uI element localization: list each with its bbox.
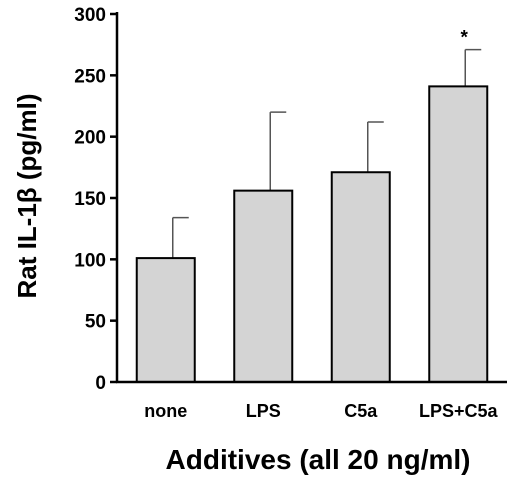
y-tick-label: 50 bbox=[85, 312, 106, 333]
y-tick-label: 250 bbox=[74, 66, 106, 87]
x-axis-title: Additives (all 20 ng/ml) bbox=[166, 444, 471, 475]
y-tick-label: 100 bbox=[74, 250, 106, 271]
significance-marker: * bbox=[461, 28, 469, 49]
x-tick-label: none bbox=[144, 401, 187, 421]
bar-lps bbox=[233, 189, 294, 383]
y-tick-label: 300 bbox=[74, 5, 106, 26]
y-tick-label: 0 bbox=[95, 373, 106, 394]
x-tick-label: LPS+C5a bbox=[419, 401, 499, 421]
y-tick-label: 150 bbox=[74, 189, 106, 210]
bar-c5a bbox=[330, 171, 391, 383]
bars: * bbox=[135, 28, 489, 384]
x-axis-category-labels: none LPS C5a LPS+C5a bbox=[144, 401, 498, 421]
y-axis-ticks: 0 50 100 150 200 250 300 bbox=[74, 5, 117, 394]
x-tick-label: C5a bbox=[344, 401, 378, 421]
y-axis-title: Rat IL-1β (pg/ml) bbox=[12, 93, 42, 298]
bar-none bbox=[135, 257, 196, 383]
y-tick-label: 200 bbox=[74, 128, 106, 149]
bar-lps-c5a bbox=[428, 85, 489, 384]
x-tick-label: LPS bbox=[246, 401, 281, 421]
